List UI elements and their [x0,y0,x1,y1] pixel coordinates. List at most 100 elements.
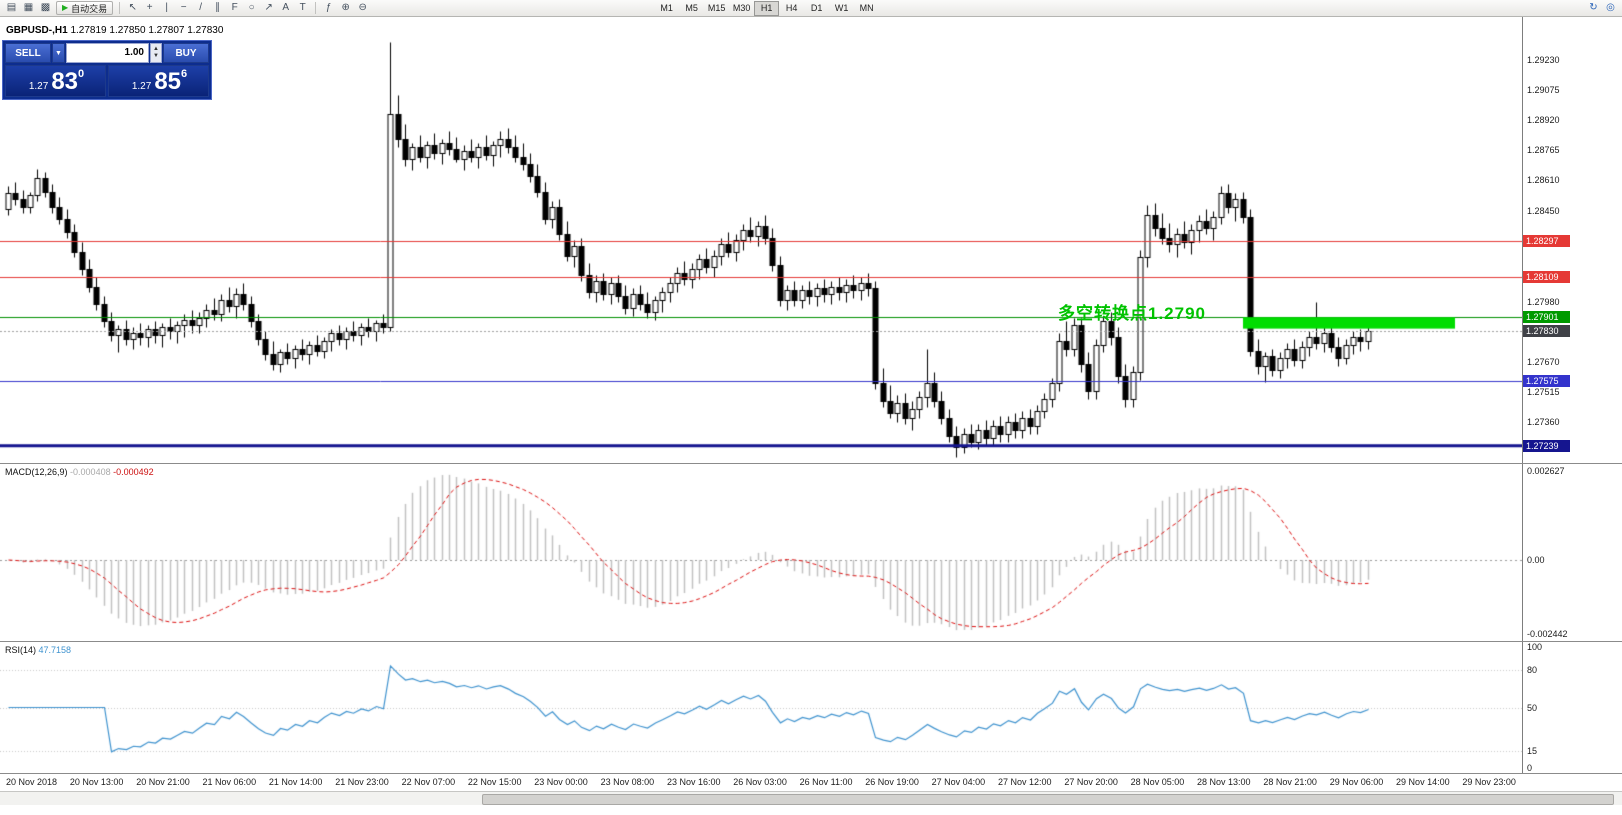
timeframe-mn[interactable]: MN [859,2,874,13]
buy-price[interactable]: 1.27 85 6 [108,65,209,97]
sell-button[interactable]: SELL [5,43,51,63]
time-label: 29 Nov 23:00 [1462,777,1516,787]
vertical-line-icon[interactable]: | [165,2,168,13]
price-tick: 1.27670 [1527,357,1560,368]
chart-window-icon[interactable]: ▦ [23,2,34,13]
time-label: 20 Nov 2018 [6,777,58,787]
price-tick: 1.28920 [1527,114,1560,125]
time-label: 28 Nov 13:00 [1197,777,1251,787]
price-tick: 1.28450 [1527,205,1560,216]
tile-windows-icon[interactable]: ▩ [40,2,51,13]
timeframe-m15[interactable]: M15 [707,2,726,13]
time-label: 29 Nov 14:00 [1396,777,1450,787]
time-label: 20 Nov 21:00 [136,777,190,787]
panel-divider [0,773,1622,774]
volume-input[interactable]: 1.00 [66,43,149,63]
zoom-in-icon[interactable]: ⊕ [341,2,350,13]
crosshair-icon[interactable]: + [146,2,153,13]
cursor-icon[interactable]: ↖ [128,2,137,13]
search-icon[interactable]: ◎ [1606,2,1615,13]
horizontal-line-icon[interactable]: − [180,2,187,13]
time-axis[interactable]: 20 Nov 2018 20 Nov 13:00 20 Nov 21:00 21 No… [0,774,1522,790]
refresh-icon[interactable]: ↻ [1589,2,1598,13]
rsi-axis[interactable]: 100 80 50 15 0 [1522,642,1622,773]
arrows-icon[interactable]: ↗ [264,2,273,13]
price-tick: 1.27360 [1527,417,1560,428]
one-click-controls: SELL ▼ 1.00 ▲ ▼ BUY [5,43,209,63]
scrollbar-thumb[interactable] [482,794,1614,805]
time-label: 26 Nov 03:00 [733,777,787,787]
time-label: 28 Nov 05:00 [1130,777,1185,787]
autotrading-button[interactable]: ▶ 自动交易 [56,1,114,15]
timeframe-h1[interactable]: H1 [754,0,780,16]
text-icon[interactable]: A [282,2,289,13]
timeframe-m5[interactable]: M5 [685,2,698,13]
new-order-icon[interactable]: ▤ [6,2,17,13]
timeframe-w1[interactable]: W1 [834,2,849,13]
buy-price-prefix: 1.27 [131,81,152,92]
toolbar-group-view: ƒ ⊕ ⊖ [320,1,371,15]
price-badge: 1.28109 [1523,271,1570,284]
volume-dropdown-icon[interactable]: ▼ [52,43,65,63]
indicators-icon[interactable]: ƒ [325,2,332,13]
rsi-value: 47.7158 [38,645,72,655]
candlestick-chart[interactable] [0,17,1522,463]
horizontal-scrollbar[interactable] [0,791,1622,805]
toolbar-separator [119,2,121,14]
time-label: 28 Nov 21:00 [1263,777,1317,787]
macd-panel: MACD(12,26,9) -0.000408 -0.000492 [0,464,1522,641]
timeframe-m30[interactable]: M30 [732,2,751,13]
macd-chart[interactable] [0,464,1522,641]
trendline-icon[interactable]: / [199,2,203,13]
spin-up-icon[interactable]: ▲ [153,46,159,52]
timeframe-m1[interactable]: M1 [660,2,673,13]
toolbar-group-right: ↻ ◎ [1585,1,1619,15]
time-label: 21 Nov 06:00 [202,777,257,787]
sell-price[interactable]: 1.27 83 0 [5,65,106,97]
timeframe-d1[interactable]: D1 [810,2,823,13]
rsi-name: RSI(14) [5,645,37,655]
one-click-prices: 1.27 83 0 1.27 85 6 [5,65,209,97]
rsi-tick: 15 [1527,746,1538,757]
toolbar-group-windows: ▤ ▦ ▩ [3,1,54,15]
shapes-icon[interactable]: ○ [248,2,255,13]
rsi-chart[interactable] [0,642,1522,773]
time-label: 26 Nov 19:00 [865,777,919,787]
price-tick: 1.29075 [1527,84,1560,95]
toolbar-group-drawing-tools: ↖ + | − / ∥ F ○ ↗ A T [124,1,311,15]
price-axis[interactable]: 1.29230 1.29075 1.28920 1.28765 1.28610 1.284… [1522,17,1622,463]
price-badge: 1.27901 [1523,311,1570,324]
time-label: 21 Nov 14:00 [268,777,323,787]
fibonacci-icon[interactable]: F [231,2,238,13]
price-tick: 1.28765 [1527,144,1560,155]
time-label: 29 Nov 06:00 [1329,777,1384,787]
zoom-out-icon[interactable]: ⊖ [358,2,367,13]
time-label: 27 Nov 04:00 [931,777,986,787]
price-badge: 1.28297 [1523,234,1570,247]
buy-button[interactable]: BUY [163,43,209,63]
panel-divider[interactable] [0,641,1622,642]
timeframe-group: M1 M5 M15 M30 H1 H4 D1 W1 MN [654,0,879,16]
autotrading-label: 自动交易 [71,3,108,14]
time-label: 22 Nov 07:00 [401,777,456,787]
price-tick: 1.27980 [1527,297,1560,308]
spin-down-icon[interactable]: ▼ [153,53,159,59]
macd-tick: 0.002627 [1527,466,1565,476]
volume-spinner[interactable]: ▲ ▼ [150,43,162,63]
time-label: 21 Nov 23:00 [335,777,389,787]
chart-annotation-text[interactable]: 多空转换点1.2790 [1058,304,1206,323]
toolbar-separator [315,2,317,14]
price-badge: 1.27575 [1523,374,1570,387]
time-label: 27 Nov 20:00 [1064,777,1118,787]
channel-icon[interactable]: ∥ [215,2,221,13]
ohlc-values: 1.27819 1.27850 1.27807 1.27830 [70,25,224,36]
rsi-tick: 100 [1527,642,1543,652]
macd-value-signal: -0.000492 [113,467,154,477]
time-label: 23 Nov 08:00 [600,777,655,787]
text-label-icon[interactable]: T [299,2,306,13]
time-label: 26 Nov 11:00 [799,777,853,787]
macd-axis[interactable]: 0.002627 0.00 -0.002442 [1522,464,1622,641]
panel-divider[interactable] [0,463,1622,464]
one-click-trading-panel[interactable]: SELL ▼ 1.00 ▲ ▼ BUY 1.27 83 0 1.27 85 [2,40,212,100]
timeframe-h4[interactable]: H4 [785,2,798,13]
